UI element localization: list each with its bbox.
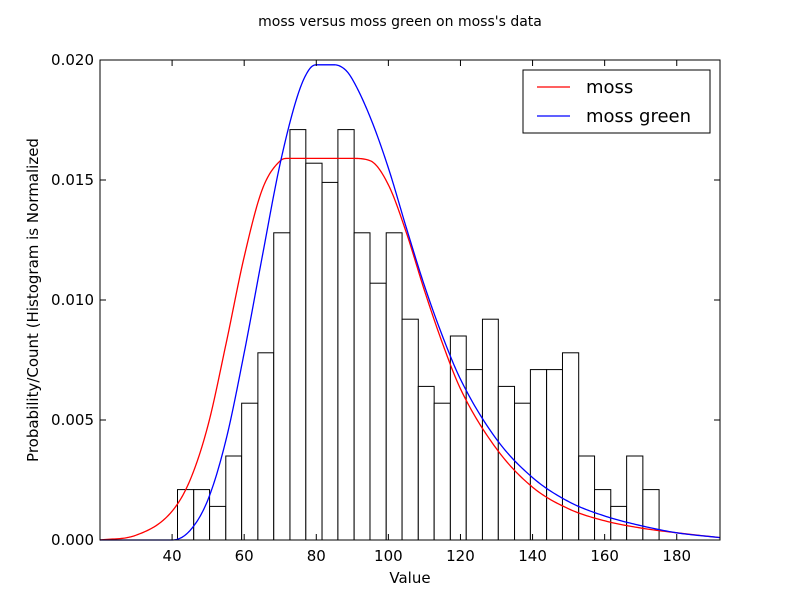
histogram-bar: [241, 402, 259, 541]
x-tick-label: 80: [307, 547, 326, 565]
y-tick-label: 0.015: [51, 171, 94, 189]
histogram-bar: [449, 335, 467, 541]
x-axis-label: Value: [389, 569, 430, 587]
x-tick-label: 120: [446, 547, 475, 565]
histogram-bar: [546, 369, 563, 541]
x-tick-label: 40: [163, 547, 182, 565]
y-tick-label: 0.020: [51, 51, 94, 69]
histogram-bar: [642, 489, 660, 541]
histogram-bar: [305, 162, 323, 541]
x-tick-label: 60: [235, 547, 254, 565]
histogram-bar: [369, 282, 387, 541]
histogram-bar: [257, 352, 275, 541]
histogram-bar: [529, 369, 548, 541]
series-line-moss: [99, 157, 721, 541]
y-axis-label: Probability/Count (Histogram is Normaliz…: [24, 138, 42, 462]
histogram-bar: [578, 455, 596, 541]
series-line-moss-green: [100, 64, 721, 541]
y-tick-label: 0.000: [51, 531, 94, 549]
histogram-bars: [177, 129, 660, 541]
histogram-bar: [385, 232, 403, 541]
histogram-bar: [514, 402, 531, 541]
histogram-bar: [337, 129, 355, 541]
axis-ticks: 40 60 80 100 120 140 160 180 0.000 0.005 0.010 0.01…: [51, 51, 720, 565]
histogram-bar: [417, 385, 435, 541]
histogram-bar: [209, 505, 227, 541]
histogram-bar: [225, 455, 243, 541]
histogram-bar: [433, 402, 451, 541]
histogram-bar: [321, 181, 339, 541]
legend: moss moss green: [522, 69, 711, 134]
histogram-bar: [353, 232, 371, 541]
histogram-bar: [177, 489, 195, 541]
chart-title: moss versus moss green on moss's data: [258, 14, 542, 30]
x-tick-label: 160: [590, 547, 619, 565]
legend-box: [522, 69, 711, 134]
histogram-bar: [289, 129, 307, 541]
x-tick-label: 100: [374, 547, 403, 565]
fit-curves: [99, 64, 721, 541]
y-tick-label: 0.005: [51, 411, 94, 429]
x-tick-label: 180: [662, 547, 691, 565]
legend-label-moss: moss: [586, 77, 633, 98]
histogram-bar: [273, 232, 291, 541]
histogram-bar: [497, 385, 516, 541]
y-tick-label: 0.010: [51, 291, 94, 309]
x-tick-label: 140: [518, 547, 547, 565]
legend-label-moss-green: moss green: [586, 106, 691, 127]
histogram-bar: [401, 318, 419, 541]
